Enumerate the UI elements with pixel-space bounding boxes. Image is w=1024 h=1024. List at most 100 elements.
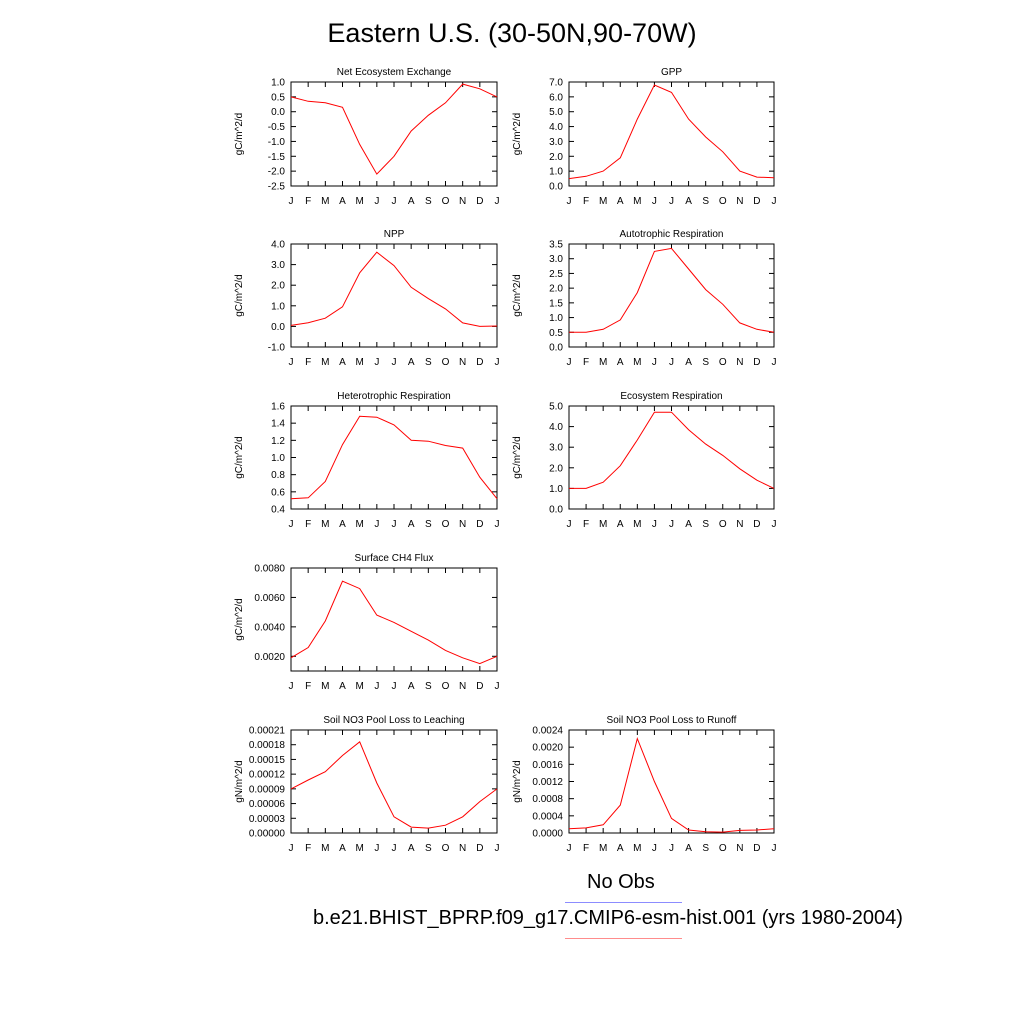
data-point bbox=[462, 322, 464, 324]
x-tick-label: A bbox=[339, 357, 346, 368]
x-tick-label: F bbox=[583, 357, 589, 368]
data-point bbox=[496, 325, 498, 327]
series-line bbox=[568, 736, 775, 833]
data-point bbox=[307, 646, 309, 648]
panel-title: Heterotrophic Respiration bbox=[337, 391, 450, 402]
x-tick-label: D bbox=[476, 681, 483, 692]
chart-panel-9: Soil NO3 Pool Loss to Runoff gN/m^2/d 0.00… bbox=[512, 715, 777, 854]
y-tick-label: 0.0020 bbox=[254, 652, 285, 663]
y-tick-label: 3.0 bbox=[271, 260, 285, 271]
x-tick-label: N bbox=[736, 357, 743, 368]
y-tick-label: 5.0 bbox=[549, 402, 563, 413]
plot-frame bbox=[290, 81, 498, 187]
data-point bbox=[307, 779, 309, 781]
data-point bbox=[462, 447, 464, 449]
data-point bbox=[307, 497, 309, 499]
data-point bbox=[290, 96, 292, 98]
y-tick-label: 1.0 bbox=[549, 484, 563, 495]
x-tick-label: F bbox=[583, 519, 589, 530]
y-axis-label: gC/m^2/d bbox=[512, 436, 523, 479]
x-tick-label: M bbox=[355, 357, 363, 368]
x-tick-label: M bbox=[321, 843, 329, 854]
x-tick-label: N bbox=[736, 519, 743, 530]
data-point bbox=[342, 106, 344, 108]
data-point bbox=[636, 738, 638, 740]
data-point bbox=[342, 306, 344, 308]
data-point bbox=[496, 96, 498, 98]
data-point bbox=[773, 828, 775, 830]
y-tick-label: 3.0 bbox=[549, 137, 563, 148]
x-tick-label: J bbox=[374, 519, 379, 530]
data-point bbox=[756, 479, 758, 481]
data-point bbox=[427, 298, 429, 300]
x-tick-label: D bbox=[476, 843, 483, 854]
data-point bbox=[653, 781, 655, 783]
y-tick-label: 0.00009 bbox=[249, 784, 286, 795]
x-tick-label: S bbox=[702, 357, 709, 368]
data-point bbox=[602, 170, 604, 172]
y-tick-label: 0.0 bbox=[271, 107, 285, 118]
chart-panel-5: Heterotrophic Respiration gC/m^2/d 1.6 1.4 1… bbox=[234, 391, 500, 530]
x-tick-label: S bbox=[702, 519, 709, 530]
y-tick-label: 1.0 bbox=[271, 78, 285, 89]
data-point bbox=[688, 268, 690, 270]
x-tick-label: J bbox=[652, 357, 657, 368]
y-tick-label: 0.0040 bbox=[254, 622, 285, 633]
data-point bbox=[568, 828, 570, 830]
x-tick-label: J bbox=[289, 681, 294, 692]
data-point bbox=[376, 782, 378, 784]
panel-title: NPP bbox=[384, 229, 405, 240]
y-axis-label: gC/m^2/d bbox=[234, 436, 245, 479]
x-tick-label: J bbox=[567, 357, 572, 368]
x-tick-label: N bbox=[736, 843, 743, 854]
y-tick-label: 0.00015 bbox=[249, 755, 286, 766]
x-tick-label: J bbox=[495, 843, 500, 854]
y-tick-label: 2.0 bbox=[549, 284, 563, 295]
figure-title: Eastern U.S. (30-50N,90-70W) bbox=[327, 18, 697, 48]
data-point bbox=[636, 439, 638, 441]
y-tick-label: -0.5 bbox=[268, 122, 286, 133]
data-point bbox=[705, 289, 707, 291]
data-point bbox=[602, 328, 604, 330]
legend-model-line bbox=[565, 938, 682, 939]
data-point bbox=[705, 136, 707, 138]
x-tick-label: J bbox=[392, 519, 397, 530]
x-tick-label: M bbox=[599, 843, 607, 854]
data-point bbox=[479, 88, 481, 90]
chart-panel-4: Autotrophic Respiration gC/m^2/d 3.5 3.0 2.5… bbox=[512, 229, 777, 368]
plot-frame bbox=[290, 243, 498, 348]
y-tick-label: 0.0004 bbox=[532, 811, 563, 822]
y-axis-label: gC/m^2/d bbox=[512, 113, 523, 156]
x-tick-label: O bbox=[442, 681, 450, 692]
data-point bbox=[568, 331, 570, 333]
y-tick-label: 1.6 bbox=[271, 402, 285, 413]
y-tick-label: 0.0080 bbox=[254, 564, 285, 575]
x-tick-label: A bbox=[339, 196, 346, 207]
y-tick-label: 2.0 bbox=[271, 281, 285, 292]
data-point bbox=[427, 114, 429, 116]
y-tick-label: 3.0 bbox=[549, 443, 563, 454]
data-point bbox=[342, 444, 344, 446]
data-point bbox=[324, 102, 326, 104]
data-point bbox=[773, 331, 775, 333]
x-tick-label: M bbox=[321, 196, 329, 207]
data-point bbox=[324, 620, 326, 622]
data-point bbox=[376, 416, 378, 418]
data-point bbox=[427, 639, 429, 641]
data-point bbox=[445, 649, 447, 651]
x-tick-label: J bbox=[772, 357, 777, 368]
y-tick-label: 4.0 bbox=[549, 422, 563, 433]
y-tick-label: 0.8 bbox=[271, 470, 285, 481]
y-tick-label: 2.0 bbox=[549, 152, 563, 163]
x-tick-label: J bbox=[374, 681, 379, 692]
series-line bbox=[290, 251, 498, 327]
data-point bbox=[307, 100, 309, 102]
data-point bbox=[359, 143, 361, 145]
series-line bbox=[290, 83, 498, 175]
data-point bbox=[462, 657, 464, 659]
data-point bbox=[739, 468, 741, 470]
data-point bbox=[445, 308, 447, 310]
